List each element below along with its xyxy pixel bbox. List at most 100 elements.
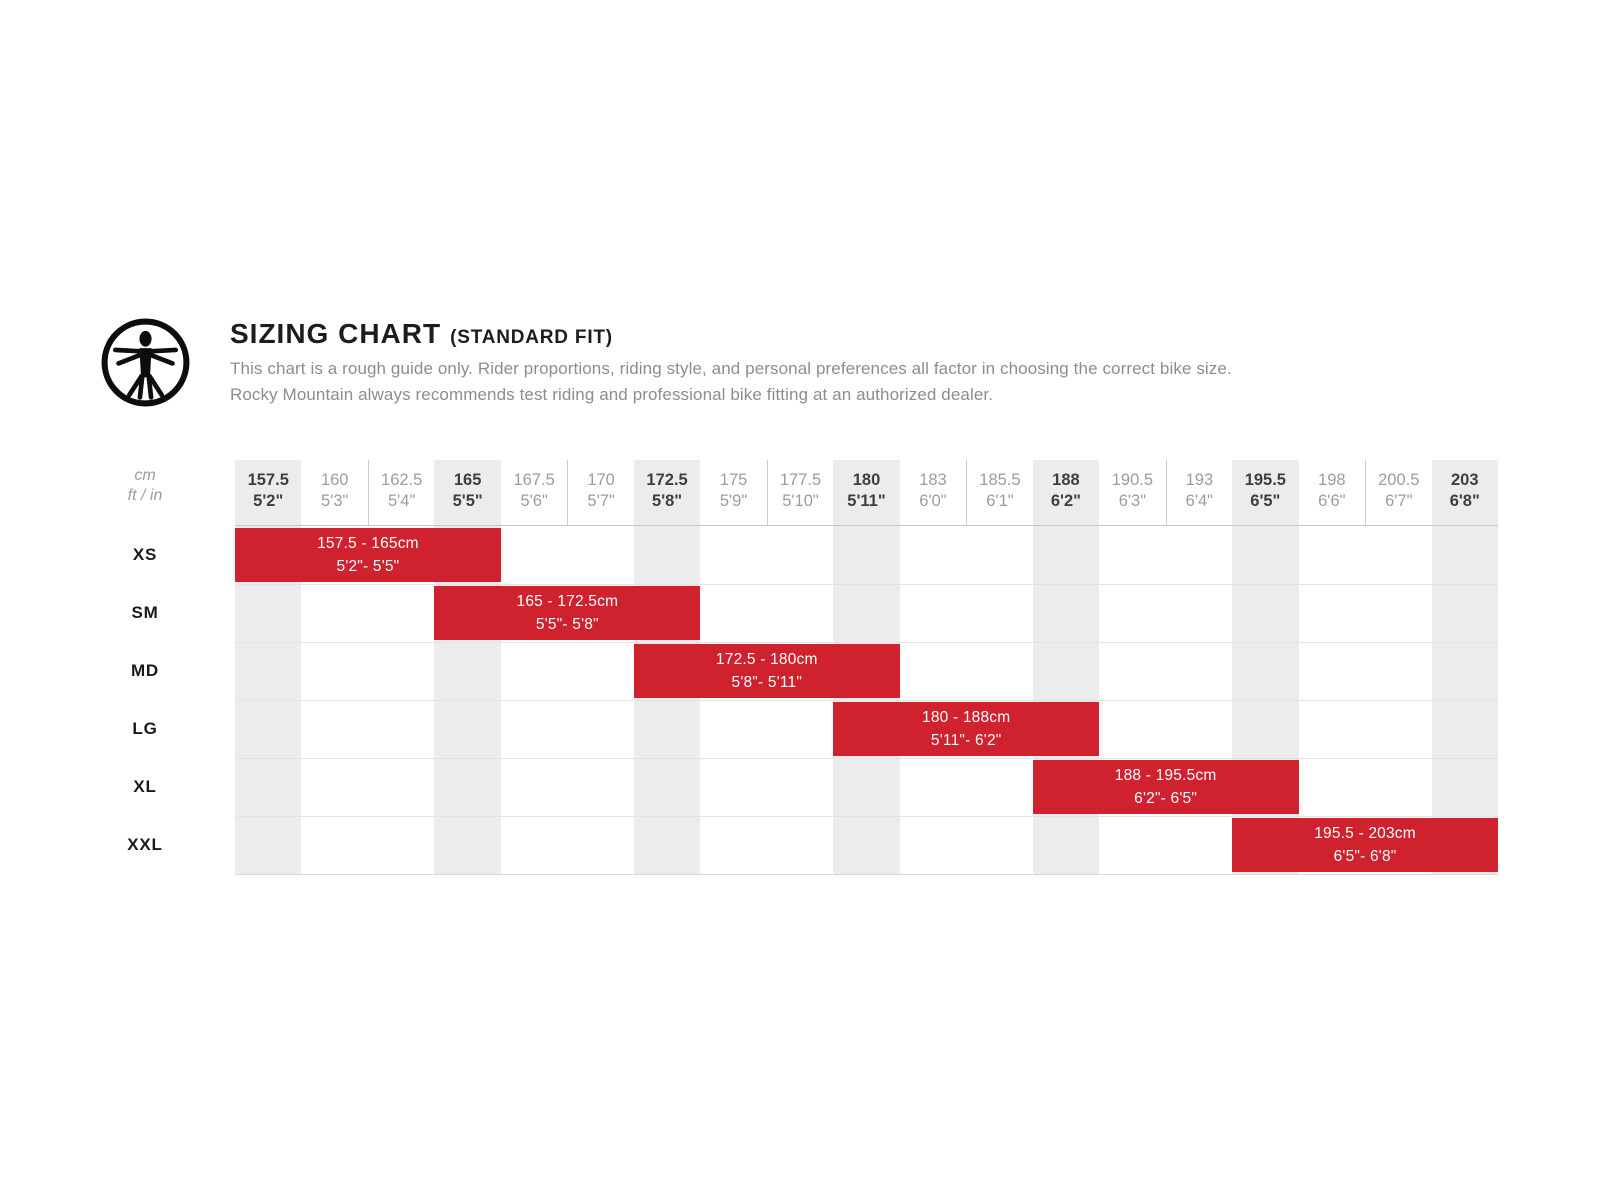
height-ftin-value: 6'1" [986, 492, 1014, 510]
unit-label-ftin: ft / in [127, 487, 163, 504]
size-range-ftin-label: 5'2"- 5'5" [336, 558, 400, 575]
height-column-header: 198 6'6" [1299, 460, 1365, 525]
height-column-header: 190.5 6'3" [1099, 460, 1165, 525]
axis-unit-labels: cm ft / in [100, 466, 190, 506]
size-range-ftin-label: 6'2"- 6'5" [1134, 790, 1198, 807]
height-ftin-value: 5'6" [520, 492, 548, 510]
size-range-bar-lg: 180 - 188cm 5'11"- 6'2" [833, 702, 1100, 756]
height-column-header: 160 5'3" [301, 460, 367, 525]
page-title: SIZING CHART [230, 318, 442, 349]
height-ftin-value: 6'0" [919, 492, 947, 510]
size-range-ftin-label: 5'5"- 5'8" [535, 616, 599, 633]
sizing-grid-body: 157.5 - 165cm 5'2"- 5'5" 165 - 172.5cm 5'5"… [235, 526, 1498, 875]
height-ftin-value: 5'9" [719, 492, 748, 510]
title-line: SIZING CHART (STANDARD FIT) [230, 318, 613, 350]
size-row-label-lg: LG [132, 719, 158, 738]
height-column-header: 183 6'0" [900, 460, 966, 525]
size-range-ftin-label: 5'11"- 6'2" [930, 732, 1002, 749]
row-divider-line [235, 584, 1498, 585]
height-cm-value: 195.5 [1244, 471, 1286, 489]
vitruvian-man-icon [99, 316, 192, 409]
height-ftin-value: 5'11" [847, 492, 886, 510]
page-title-suffix: (STANDARD FIT) [450, 327, 613, 348]
height-cm-value: 160 [320, 471, 349, 489]
size-row-label-xl: XL [133, 777, 157, 796]
height-ftin-value: 6'7" [1385, 492, 1413, 510]
height-column-header: 188 6'2" [1032, 460, 1100, 525]
size-range-bar-md: 172.5 - 180cm 5'8"- 5'11" [633, 644, 900, 698]
size-row-label-md: MD [130, 661, 160, 680]
height-cm-value: 183 [919, 471, 947, 489]
height-cm-value: 180 [852, 471, 881, 489]
height-column-header: 175 5'9" [700, 460, 766, 525]
size-row-label-xs: XS [132, 545, 158, 564]
size-range-ftin-label: 6'5"- 6'8" [1333, 848, 1397, 865]
height-cm-value: 193 [1185, 471, 1214, 489]
size-range-cm-label: 165 - 172.5cm [516, 593, 619, 610]
height-cm-value: 203 [1450, 471, 1479, 489]
height-cm-value: 185.5 [979, 471, 1021, 489]
size-range-bar-xs: 157.5 - 165cm 5'2"- 5'5" [235, 528, 501, 582]
height-column-header: 200.5 6'7" [1365, 460, 1431, 525]
height-column-header: 165 5'5" [434, 460, 501, 525]
height-cm-value: 177.5 [779, 471, 822, 489]
size-row-labels: XS SM MD LG XL XXL [100, 526, 190, 874]
height-column-header: 195.5 6'5" [1232, 460, 1299, 525]
height-cm-value: 170 [587, 471, 615, 489]
size-range-cm-label: 157.5 - 165cm [317, 535, 419, 552]
size-range-cm-label: 180 - 188cm [922, 709, 1011, 726]
size-range-bar-xxl: 195.5 - 203cm 6'5"- 6'8" [1232, 818, 1498, 872]
size-row-label-sm: SM [131, 603, 159, 622]
height-cm-value: 162.5 [381, 471, 423, 489]
size-row-label-xxl: XXL [127, 835, 163, 854]
size-range-cm-label: 195.5 - 203cm [1314, 825, 1416, 842]
height-axis-header: 157.5 5'2" 160 5'3" 162.5 5'4" 165 5'5" 167.5 5'6… [235, 460, 1498, 526]
height-ftin-value: 5'4" [387, 492, 416, 510]
height-column-header: 162.5 5'4" [367, 460, 434, 525]
height-column-header: 172.5 5'8" [633, 460, 701, 525]
chart-description: This chart is a rough guide only. Rider … [230, 356, 1232, 408]
description-line-1: This chart is a rough guide only. Rider … [230, 359, 1232, 378]
height-cm-value: 190.5 [1111, 471, 1154, 489]
height-ftin-value: 6'6" [1318, 492, 1346, 510]
height-ftin-value: 6'4" [1185, 492, 1214, 510]
height-cm-value: 165 [453, 471, 482, 489]
height-ftin-value: 5'5" [452, 492, 483, 510]
height-cm-value: 200.5 [1378, 471, 1420, 489]
unit-label-cm: cm [134, 467, 156, 484]
height-cm-value: 175 [719, 471, 748, 489]
height-column-header: 170 5'7" [567, 460, 633, 525]
height-column-header: 180 5'11" [833, 460, 900, 525]
height-column-header: 157.5 5'2" [235, 460, 302, 525]
height-column-header: 177.5 5'10" [766, 460, 833, 525]
height-ftin-value: 6'3" [1118, 492, 1147, 510]
height-ftin-value: 6'2" [1050, 492, 1081, 510]
description-line-2: Rocky Mountain always recommends test ri… [230, 385, 994, 404]
height-ftin-value: 5'10" [782, 492, 819, 510]
row-divider-line [235, 758, 1498, 759]
height-ftin-value: 6'5" [1250, 492, 1281, 510]
size-range-bar-xl: 188 - 195.5cm 6'2"- 6'5" [1032, 760, 1299, 814]
row-divider-line [235, 816, 1498, 817]
height-column-header: 185.5 6'1" [966, 460, 1032, 525]
sizing-grid: 157.5 5'2" 160 5'3" 162.5 5'4" 165 5'5" 167.5 5'6… [235, 460, 1498, 875]
height-ftin-value: 6'8" [1449, 492, 1480, 510]
height-column-header: 167.5 5'6" [501, 460, 567, 525]
height-ftin-value: 5'7" [587, 492, 615, 510]
height-ftin-value: 5'8" [652, 492, 683, 510]
height-cm-value: 188 [1052, 471, 1080, 489]
size-range-cm-label: 188 - 195.5cm [1114, 767, 1217, 784]
row-divider-line [235, 642, 1498, 643]
height-cm-value: 198 [1318, 471, 1346, 489]
height-cm-value: 172.5 [646, 471, 688, 489]
row-divider-line [235, 700, 1498, 701]
height-cm-value: 157.5 [247, 471, 289, 489]
height-column-header: 203 6'8" [1431, 460, 1498, 525]
height-column-header: 193 6'4" [1165, 460, 1232, 525]
height-cm-value: 167.5 [513, 471, 555, 489]
size-range-bar-sm: 165 - 172.5cm 5'5"- 5'8" [434, 586, 701, 640]
height-ftin-value: 5'2" [253, 492, 284, 510]
height-ftin-value: 5'3" [321, 492, 349, 510]
size-range-cm-label: 172.5 - 180cm [715, 651, 818, 668]
